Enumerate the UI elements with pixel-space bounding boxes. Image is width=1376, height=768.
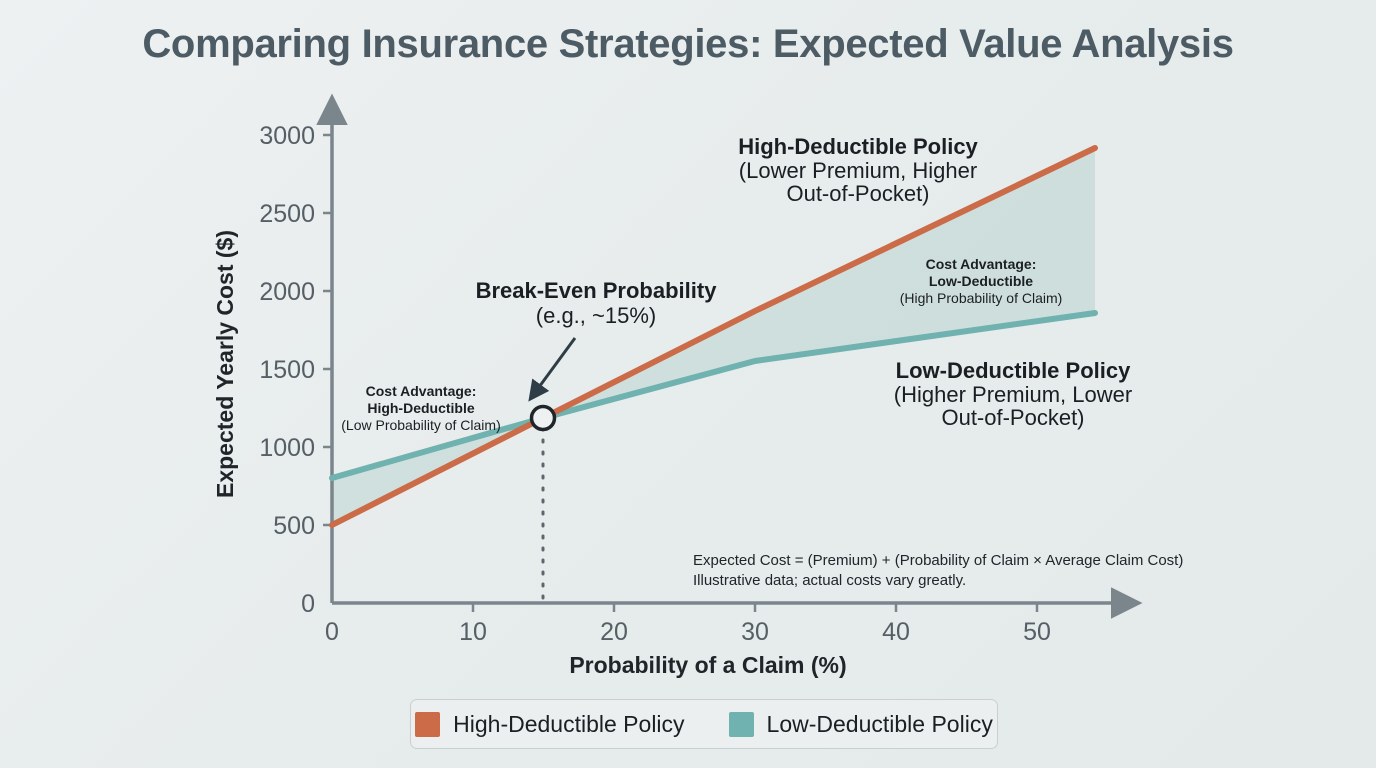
footnote-line-2: Illustrative data; actual costs vary gre… [693,572,966,589]
y-tick-500: 500 [273,512,315,540]
legend-swatch-low-deductible [728,711,754,737]
cost-advantage-low-annotation: Cost Advantage: Low-Deductible (High Pro… [900,256,1063,306]
legend-label-low-deductible: Low-Deductible Policy [766,710,993,737]
low-deductible-callout-head: Low-Deductible Policy [896,358,1131,383]
legend-swatch-high-deductible [415,711,441,737]
low-deductible-callout-line2: Out-of-Pocket) [941,405,1084,430]
cost-advantage-low-head2: Low-Deductible [929,273,1033,289]
y-tick-2500: 2500 [259,200,315,228]
break-even-marker[interactable] [529,404,557,432]
x-tick-40: 40 [882,618,910,646]
series-line-low-deductible [329,310,1098,481]
x-tick-50: 50 [1023,618,1051,646]
break-even-arrow [528,337,577,402]
break-even-callout-sub: (e.g., ~15%) [536,303,656,328]
y-axis-title: Expected Yearly Cost ($) [212,230,238,498]
x-tick-0: 0 [325,618,339,646]
high-deductible-callout-line2: Out-of-Pocket) [786,181,929,206]
x-tick-10: 10 [459,618,487,646]
cost-advantage-high-head2: High-Deductible [367,400,475,416]
y-tick-0: 0 [301,590,315,618]
cost-advantage-low-sub: (High Probability of Claim) [900,290,1063,306]
low-deductible-callout: Low-Deductible Policy (Higher Premium, L… [894,358,1132,430]
high-deductible-callout-line1: (Lower Premium, Higher [739,158,977,183]
legend-label-high-deductible: High-Deductible Policy [453,710,685,737]
low-deductible-callout-line1: (Higher Premium, Lower [894,382,1132,407]
x-axis-title: Probability of a Claim (%) [569,652,846,678]
cost-advantage-high-sub: (Low Probability of Claim) [341,417,501,433]
cost-advantage-high-annotation: Cost Advantage: High-Deductible (Low Pro… [341,383,501,433]
y-tick-1000: 1000 [259,434,315,462]
break-even-callout: Break-Even Probability (e.g., ~15%) [476,278,718,402]
legend-item-low-deductible[interactable]: Low-Deductible Policy [728,710,993,738]
footnote: Expected Cost = (Premium) + (Probability… [693,552,1183,589]
high-deductible-callout: High-Deductible Policy (Lower Premium, H… [738,134,978,206]
page-title: Comparing Insurance Strategies: Expected… [142,22,1234,66]
cost-advantage-high-head1: Cost Advantage: [366,383,477,399]
x-tick-20: 20 [600,618,628,646]
cost-advantage-low-head1: Cost Advantage: [926,256,1037,272]
break-even-callout-head: Break-Even Probability [476,278,718,303]
chart-legend: High-Deductible Policy Low-Deductible Po… [410,699,998,749]
y-tick-3000: 3000 [259,122,315,150]
high-deductible-callout-head: High-Deductible Policy [738,134,978,159]
y-tick-1500: 1500 [259,356,315,384]
x-tick-30: 30 [741,618,769,646]
x-axis-tick-labels: 0 10 20 30 40 50 [325,618,1051,646]
y-axis-tick-labels: 3000 2500 2000 1500 1000 500 0 [259,122,315,618]
x-axis-ticks [471,603,1039,612]
series-line-high-deductible [329,145,1098,528]
y-tick-2000: 2000 [259,278,315,306]
footnote-line-1: Expected Cost = (Premium) + (Probability… [693,552,1183,569]
legend-item-high-deductible[interactable]: High-Deductible Policy [415,710,685,738]
